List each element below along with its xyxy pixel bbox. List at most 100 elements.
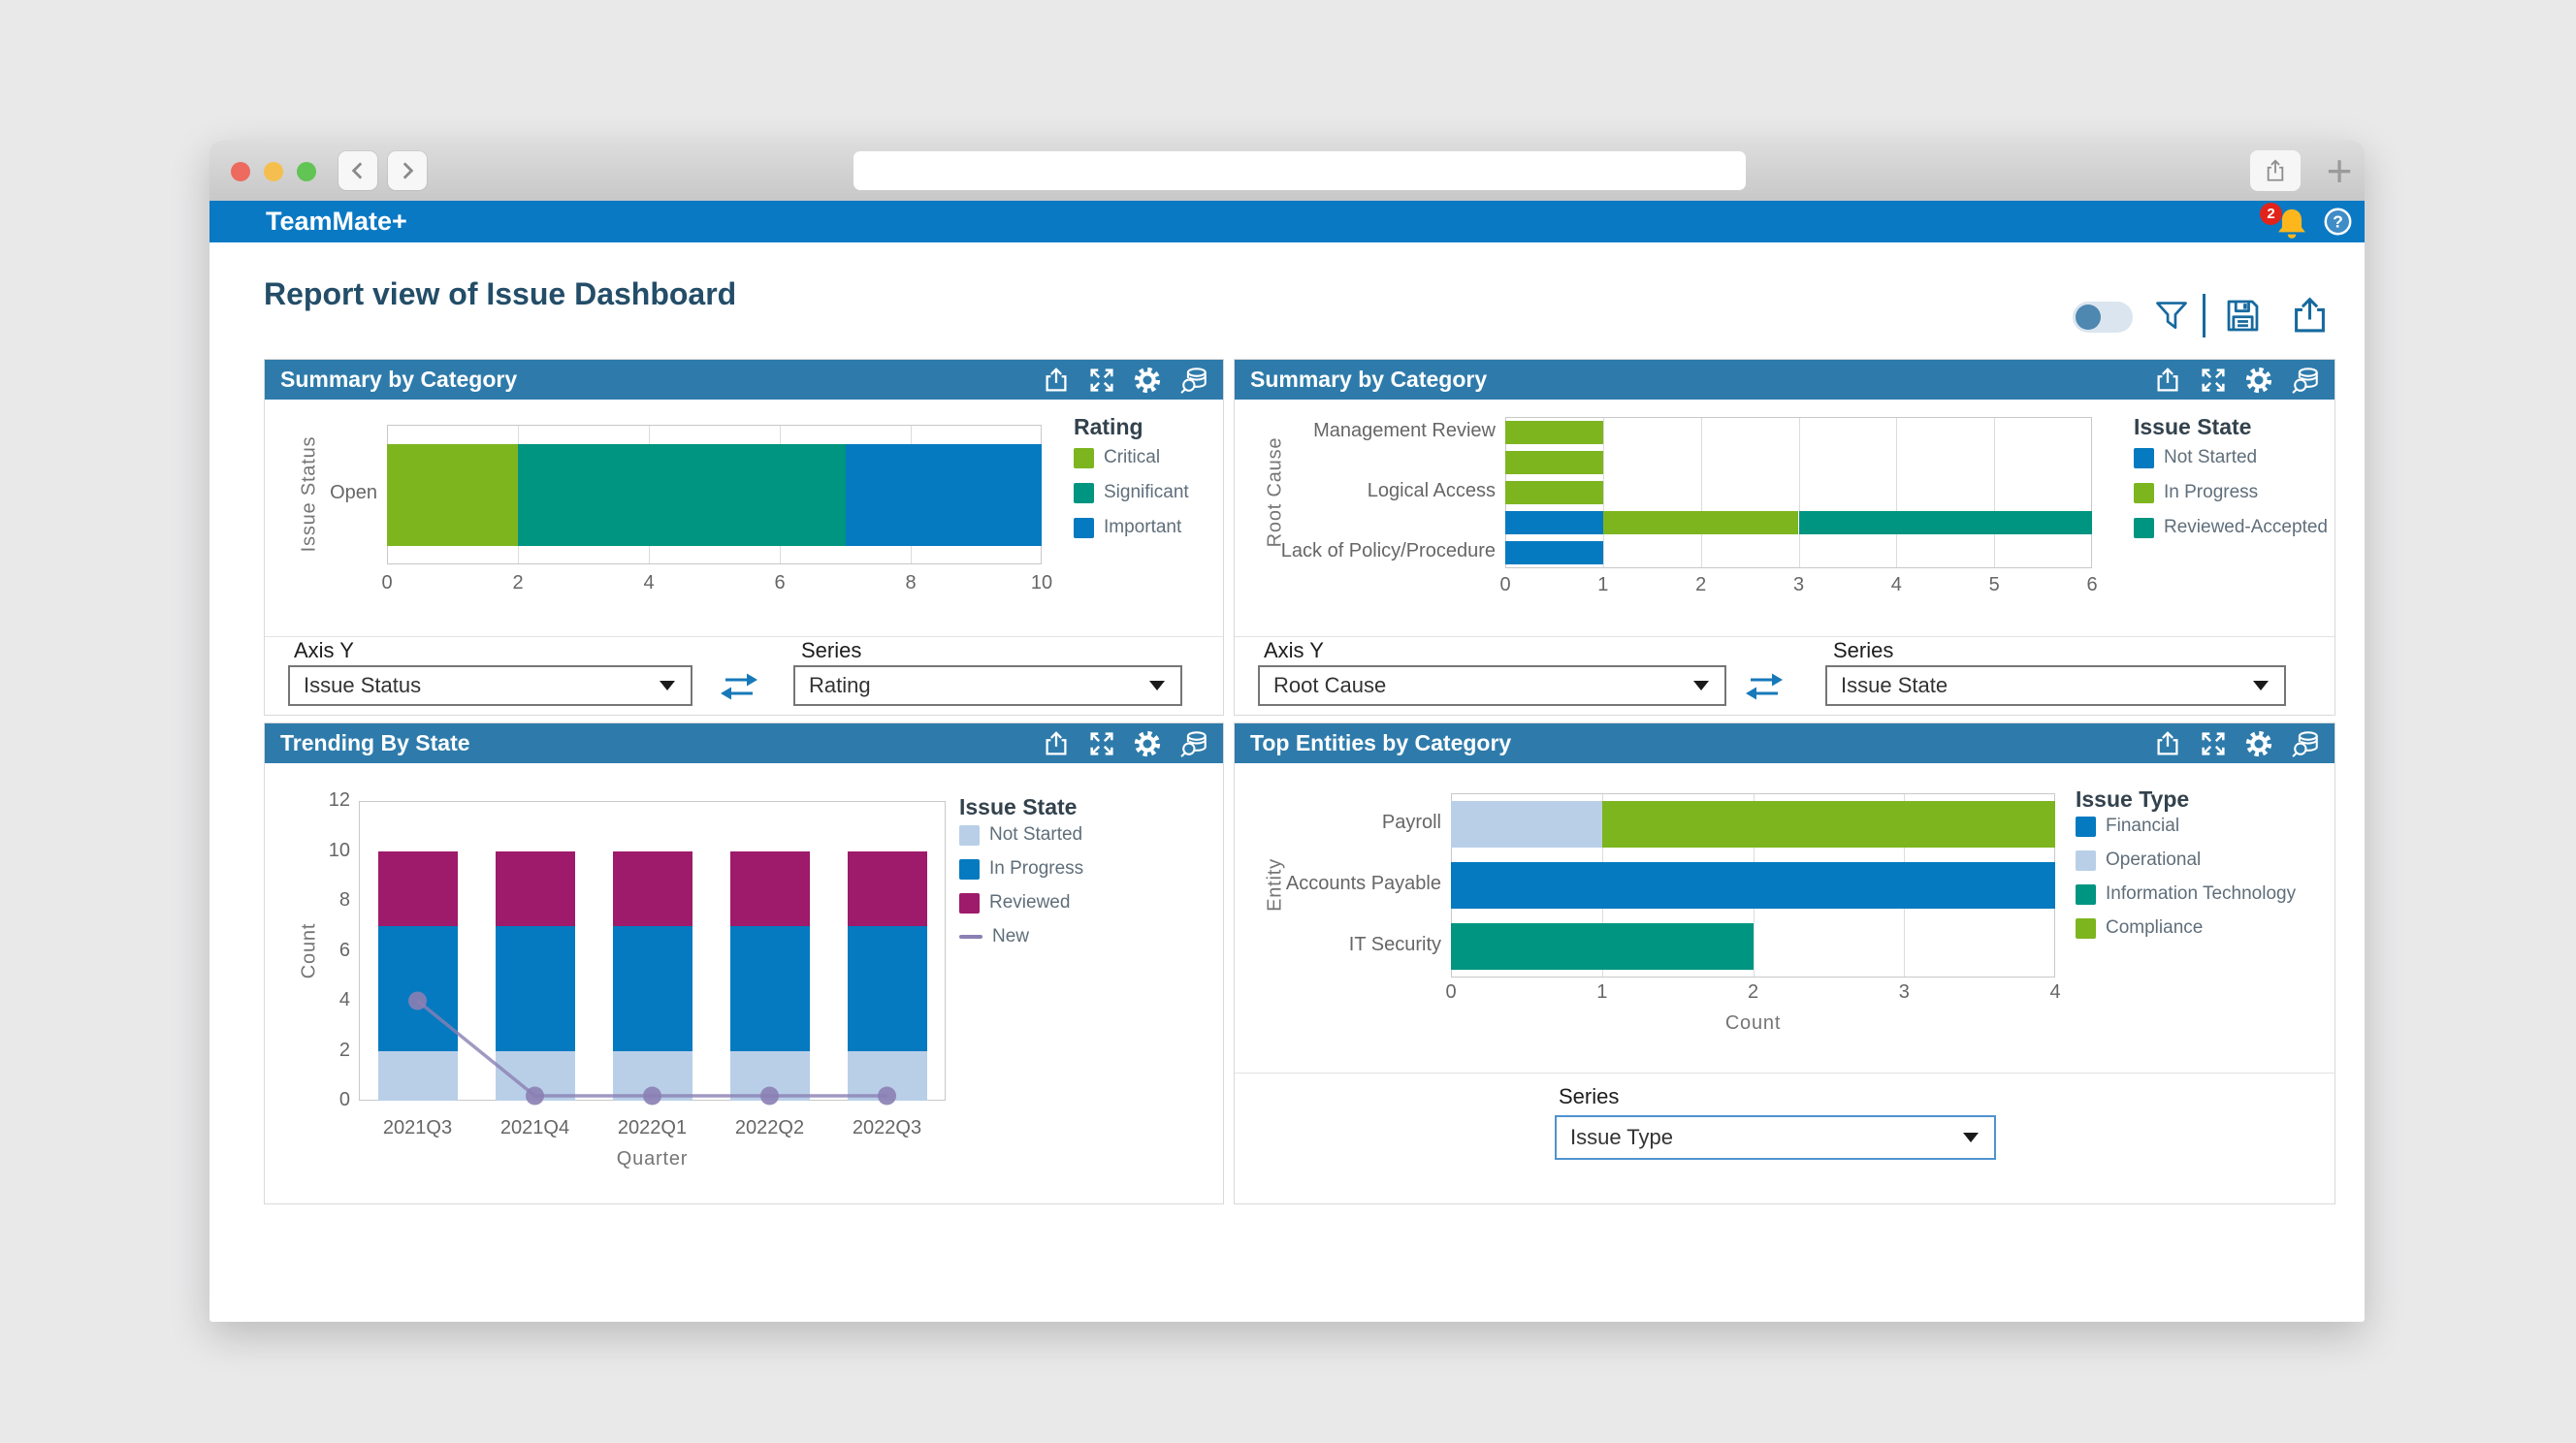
series-label: Series (1833, 638, 1894, 662)
y-tick-label: 2 (338, 1039, 350, 1061)
panel-settings-gear-icon[interactable] (1133, 366, 1162, 395)
series-label: Series (801, 638, 862, 662)
bar-segment-in-progress[interactable] (1602, 511, 1799, 535)
url-bar[interactable] (853, 151, 1746, 190)
bar-segment-not-started[interactable] (377, 1050, 458, 1101)
bar-segment-important[interactable] (845, 443, 1042, 546)
bar-segment-information-technology[interactable] (1451, 923, 1754, 971)
bar-segment-reviewed-accepted[interactable] (1798, 511, 2092, 535)
series-select[interactable]: Issue Type (1555, 1115, 1996, 1160)
legend-item-new[interactable]: New (959, 926, 1029, 947)
legend-item-financial[interactable]: Financial (2076, 816, 2179, 837)
gridline (1994, 418, 1996, 567)
legend-item-in-progress[interactable]: In Progress (959, 858, 1083, 880)
bar-segment-reviewed[interactable] (377, 850, 458, 926)
panel-explore-data-icon[interactable] (1178, 366, 1209, 395)
new-tab-button[interactable]: + (2326, 145, 2353, 196)
panel-explore-data-icon[interactable] (1178, 729, 1209, 758)
bar-segment-critical[interactable] (387, 443, 518, 546)
filter-button[interactable] (2153, 298, 2190, 339)
y-tick-label: 10 (328, 839, 350, 861)
close-button[interactable] (231, 162, 250, 181)
panel-settings-gear-icon[interactable] (2244, 366, 2273, 395)
y-tick-label: 12 (328, 789, 350, 811)
panel-expand-icon[interactable] (1087, 366, 1116, 395)
legend-item-significant[interactable]: Significant (1074, 482, 1189, 503)
panel-settings-gear-icon[interactable] (2244, 729, 2273, 758)
panel-explore-data-icon[interactable] (2290, 729, 2321, 758)
panel-expand-icon[interactable] (2199, 366, 2228, 395)
series-select[interactable]: Rating (793, 665, 1182, 706)
panel-export-icon[interactable] (1042, 729, 1071, 758)
bar-segment-in-progress[interactable] (612, 925, 692, 1051)
bar-segment-in-progress[interactable] (495, 925, 575, 1051)
axis-y-select[interactable]: Issue Status (288, 665, 692, 706)
x-tick-label: 1 (1596, 981, 1608, 1003)
y-tick-label: 0 (338, 1089, 350, 1110)
bar-segment-compliance[interactable] (1601, 800, 2055, 848)
panel-settings-gear-icon[interactable] (1133, 729, 1162, 758)
back-button[interactable] (338, 151, 377, 190)
view-toggle-switch[interactable] (2073, 302, 2133, 333)
legend-item-reviewed[interactable]: Reviewed (959, 892, 1070, 914)
bar-segment-in-progress[interactable] (1505, 450, 1603, 474)
bar-segment-reviewed[interactable] (495, 850, 575, 926)
x-tick-label: 8 (905, 572, 917, 593)
bar-segment-significant[interactable] (518, 443, 846, 546)
bar-segment-in-progress[interactable] (377, 925, 458, 1051)
bar-segment-not-started[interactable] (612, 1050, 692, 1101)
panel-expand-icon[interactable] (1087, 729, 1116, 758)
bar-segment-in-progress[interactable] (729, 925, 810, 1051)
zoom-button[interactable] (297, 162, 316, 181)
bar-segment-not-started[interactable] (847, 1050, 927, 1101)
legend-item-reviewed-accepted[interactable]: Reviewed-Accepted (2134, 517, 2328, 538)
panel-top-entities-by-category: Top Entities by Category 0 1 2 3 4 Payroll Acc… (1234, 722, 2335, 1204)
axis-y-value: Issue Status (304, 673, 422, 697)
panel-export-icon[interactable] (2153, 729, 2182, 758)
category-label: Open (330, 482, 377, 503)
legend-item-not-started[interactable]: Not Started (959, 824, 1082, 846)
help-button[interactable]: ? (2323, 207, 2353, 237)
minimize-button[interactable] (264, 162, 283, 181)
x-tick-label: 0 (381, 572, 393, 593)
bar-segment-in-progress[interactable] (847, 925, 927, 1051)
legend-item-information-technology[interactable]: Information Technology (2076, 883, 2296, 905)
export-button[interactable] (2289, 294, 2331, 340)
legend-label: Operational (2106, 850, 2202, 870)
browser-share-button[interactable] (2250, 150, 2301, 191)
bar-segment-not-started[interactable] (1505, 511, 1603, 535)
x-tick-label: 1 (1597, 574, 1609, 595)
series-select[interactable]: Issue State (1825, 665, 2286, 706)
notification-bell-button[interactable]: 2 (2260, 203, 2312, 240)
swap-axis-series-button[interactable] (1743, 667, 1786, 711)
bar-segment-not-started[interactable] (495, 1050, 575, 1101)
bar-segment-reviewed[interactable] (847, 850, 927, 926)
x-tick-label: 0 (1499, 574, 1511, 595)
legend-item-not-started[interactable]: Not Started (2134, 447, 2257, 468)
panel-export-icon[interactable] (2153, 366, 2182, 395)
legend-item-operational[interactable]: Operational (2076, 850, 2201, 871)
legend-swatch (959, 858, 980, 880)
bar-segment-in-progress[interactable] (1505, 481, 1603, 504)
legend-item-compliance[interactable]: Compliance (2076, 917, 2203, 939)
bar-segment-in-progress[interactable] (1505, 420, 1603, 444)
chevron-left-icon (351, 162, 363, 179)
panel-explore-data-icon[interactable] (2290, 366, 2321, 395)
legend-item-in-progress[interactable]: In Progress (2134, 482, 2258, 503)
bar-segment-reviewed[interactable] (612, 850, 692, 926)
bar-segment-financial[interactable] (1451, 862, 2055, 909)
bar-segment-reviewed[interactable] (729, 850, 810, 926)
panel-expand-icon[interactable] (2199, 729, 2228, 758)
series-label: Series (1559, 1084, 1620, 1108)
bar-segment-not-started[interactable] (729, 1050, 810, 1101)
bar-segment-operational[interactable] (1451, 800, 1602, 848)
legend-item-important[interactable]: Important (1074, 517, 1181, 538)
panel-export-icon[interactable] (1042, 366, 1071, 395)
save-button[interactable] (2223, 296, 2263, 340)
legend-item-critical[interactable]: Critical (1074, 447, 1160, 468)
swap-axis-series-button[interactable] (718, 667, 760, 711)
forward-button[interactable] (388, 151, 427, 190)
bar-segment-not-started[interactable] (1505, 541, 1603, 565)
axis-y-select[interactable]: Root Cause (1258, 665, 1726, 706)
